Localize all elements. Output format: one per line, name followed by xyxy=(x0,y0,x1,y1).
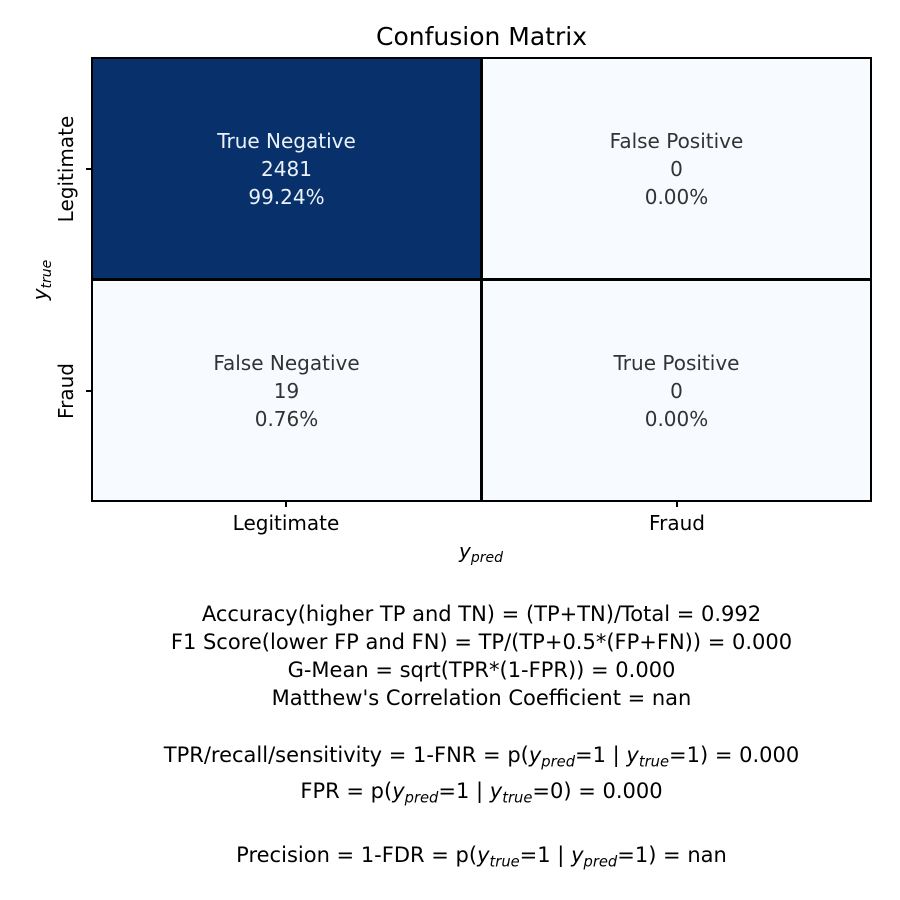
chart-title: Confusion Matrix xyxy=(375,22,587,51)
cell-percent: 0.00% xyxy=(644,406,709,431)
metric-precision: Precision = 1-FDR = p(ytrue=1 | ypred=1)… xyxy=(236,843,727,871)
cell-count: 0 xyxy=(670,378,683,403)
metrics-rate-block: TPR/recall/sensitivity = 1-FNR = p(ypred… xyxy=(41,737,900,809)
cell-true-positive: True Positive 0 0.00% xyxy=(483,281,870,500)
cell-count: 0 xyxy=(670,156,683,181)
confusion-matrix: True Negative 2481 99.24% False Positive… xyxy=(91,57,872,502)
metric-gmean: G-Mean = sqrt(TPR*(1-FPR)) = 0.000 xyxy=(287,658,676,682)
xtick-legitimate: Legitimate xyxy=(232,511,340,535)
metrics-summary-block: Accuracy(higher TP and TN) = (TP+TN)/Tot… xyxy=(41,600,900,712)
metric-mcc: Matthew's Correlation Coefficient = nan xyxy=(271,686,692,710)
metric-tpr: TPR/recall/sensitivity = 1-FNR = p(ypred… xyxy=(163,743,800,771)
cell-percent: 99.24% xyxy=(248,184,325,209)
x-axis-label: ypred xyxy=(459,539,503,567)
y-axis-label: ytrue xyxy=(28,259,56,301)
cell-false-positive: False Positive 0 0.00% xyxy=(483,59,870,278)
x-axis-label-base: y xyxy=(459,539,471,563)
y-axis-label-sub: true xyxy=(39,259,56,289)
cell-percent: 0.00% xyxy=(644,184,709,209)
y-axis-label-base: y xyxy=(28,288,52,301)
cell-label: True Positive xyxy=(613,350,740,375)
y-tick-mark xyxy=(86,390,91,392)
cell-label: True Negative xyxy=(217,128,356,153)
x-tick-mark xyxy=(285,502,287,507)
ytick-fraud: Fraud xyxy=(54,363,78,419)
cell-percent: 0.76% xyxy=(254,406,319,431)
ytick-legitimate: Legitimate xyxy=(54,115,78,223)
metrics-precision-block: Precision = 1-FDR = p(ytrue=1 | ypred=1)… xyxy=(41,840,900,870)
metric-fpr: FPR = p(ypred=1 | ytrue=0) = 0.000 xyxy=(300,779,663,807)
cell-label: False Negative xyxy=(213,350,360,375)
cell-count: 2481 xyxy=(261,156,312,181)
x-tick-mark xyxy=(676,502,678,507)
cell-false-negative: False Negative 19 0.76% xyxy=(93,281,480,500)
xtick-fraud: Fraud xyxy=(649,511,705,535)
metric-accuracy: Accuracy(higher TP and TN) = (TP+TN)/Tot… xyxy=(201,602,762,626)
cell-count: 19 xyxy=(273,378,300,403)
metric-f1-score: F1 Score(lower FP and FN) = TP/(TP+0.5*(… xyxy=(170,630,793,654)
cell-true-negative: True Negative 2481 99.24% xyxy=(93,59,480,278)
x-axis-label-sub: pred xyxy=(470,550,503,567)
y-tick-mark xyxy=(86,168,91,170)
cell-label: False Positive xyxy=(609,128,744,153)
